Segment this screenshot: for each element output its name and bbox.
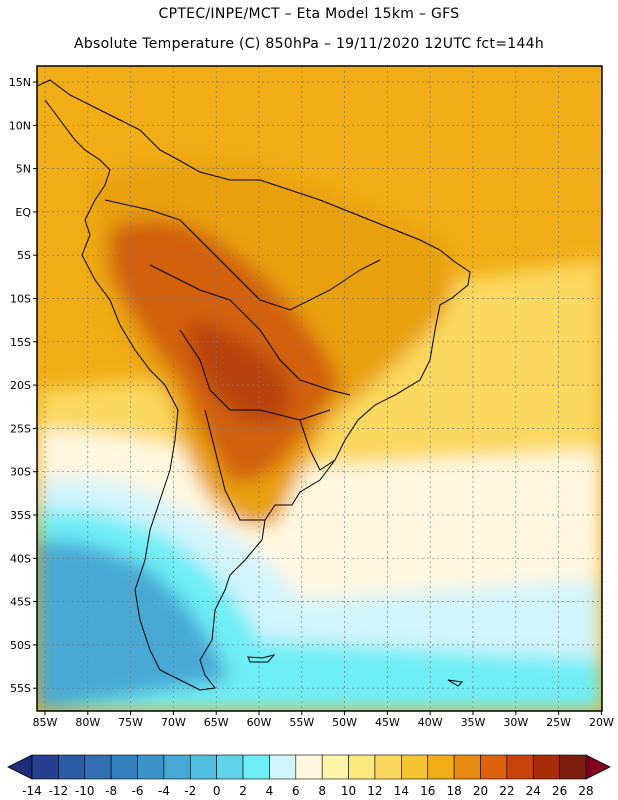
border-central — [149, 264, 351, 396]
colorbar-label: 18 — [446, 784, 461, 798]
colorbar-swatch — [348, 754, 376, 780]
border-north — [104, 199, 381, 311]
lat-tick-label: 30S — [10, 466, 31, 479]
colorbar-swatch — [216, 754, 244, 780]
colorbar-swatch — [242, 754, 270, 780]
colorbar-label: 26 — [552, 784, 567, 798]
south-georgia-coast — [447, 679, 464, 687]
graticule — [37, 66, 602, 711]
lon-tick-label: 80W — [75, 716, 100, 729]
colorbar-swatch — [506, 754, 534, 780]
falklands-coast — [247, 654, 276, 663]
lon-tick-label: 45W — [375, 716, 400, 729]
colorbar-label: 0 — [213, 784, 221, 798]
colorbar-swatch — [137, 754, 165, 780]
colorbar-label: 28 — [578, 784, 593, 798]
lat-tick-label: 55S — [10, 682, 31, 695]
colorbar-label: 22 — [499, 784, 514, 798]
colorbar-label: 6 — [292, 784, 300, 798]
colorbar-swatch — [559, 754, 587, 780]
colorbar-label: 24 — [526, 784, 541, 798]
colorbar-label: -4 — [158, 784, 170, 798]
lat-tick-label: 10N — [9, 119, 31, 132]
colorbar-label: 20 — [473, 784, 488, 798]
map-frame — [36, 65, 603, 712]
south-america-coast — [37, 79, 471, 691]
colorbar: -14 -12 -10 -8 -6 -4 -2 0 2 4 6 8 10 12 14 16 18 20 22 24 26… — [7, 754, 611, 798]
colorbar-label: 10 — [341, 784, 356, 798]
colorbar-label: 8 — [318, 784, 326, 798]
colorbar-label: 14 — [394, 784, 409, 798]
lat-tick-label: EQ — [15, 206, 31, 219]
lat-tick-label: 45S — [10, 596, 31, 609]
colorbar-swatch — [269, 754, 297, 780]
border-uruguay — [299, 419, 336, 471]
lat-tick-label: 15S — [10, 336, 31, 349]
colorbar-label: -2 — [184, 784, 196, 798]
lon-tick-label: 35W — [461, 716, 486, 729]
latitude-axis: 15N 10N 5N EQ 5S 10S 15S 20S 25S 30S 35S 40S 45S 50S 5… — [9, 76, 37, 695]
colorbar-label: -6 — [132, 784, 144, 798]
lon-tick-label: 70W — [161, 716, 186, 729]
map-title-line2: Absolute Temperature (C) 850hPa – 19/11/… — [73, 36, 545, 52]
lon-tick-label: 85W — [33, 716, 58, 729]
colorbar-swatch — [532, 754, 560, 780]
colorbar-label: 2 — [239, 784, 247, 798]
lat-tick-label: 15N — [9, 76, 31, 89]
lon-tick-label: 20W — [589, 716, 614, 729]
longitude-axis: 85W 80W 75W 70W 65W 60W 55W 50W 45W 40W 35W 30W 25W 2… — [33, 711, 614, 729]
lat-tick-label: 25S — [10, 422, 31, 435]
lon-tick-label: 55W — [289, 716, 314, 729]
lat-tick-label: 5N — [16, 163, 31, 176]
colorbar-swatch — [58, 754, 86, 780]
lat-tick-label: 50S — [10, 639, 31, 652]
colorbar-left-arrow — [7, 754, 33, 780]
colorbar-label: -12 — [49, 784, 69, 798]
lat-tick-label: 5S — [17, 249, 31, 262]
lon-tick-label: 75W — [118, 716, 143, 729]
lat-tick-label: 10S — [10, 293, 31, 306]
colorbar-label: 4 — [266, 784, 274, 798]
border-argentina — [204, 409, 265, 521]
colorbar-swatch — [295, 754, 323, 780]
lat-tick-label: 40S — [10, 552, 31, 565]
colorbar-swatch — [374, 754, 402, 780]
colorbar-label: 12 — [367, 784, 382, 798]
lat-tick-label: 20S — [10, 379, 31, 392]
field-deep-blue — [37, 540, 230, 711]
colorbar-swatch — [401, 754, 429, 780]
lon-tick-label: 60W — [247, 716, 272, 729]
colorbar-swatch — [31, 754, 59, 780]
coastlines — [37, 79, 471, 691]
field-hot-core — [190, 320, 290, 423]
lon-tick-label: 25W — [546, 716, 571, 729]
lon-tick-label: 65W — [204, 716, 229, 729]
lon-tick-label: 40W — [418, 716, 443, 729]
colorbar-swatch — [321, 754, 349, 780]
colorbar-right-arrow — [585, 754, 611, 780]
lat-tick-label: 35S — [10, 509, 31, 522]
colorbar-label: -10 — [75, 784, 95, 798]
colorbar-swatch — [110, 754, 138, 780]
colorbar-label: -14 — [22, 784, 42, 798]
map-title-line1: CPTEC/INPE/MCT – Eta Model 15km – GFS — [158, 6, 460, 22]
lon-tick-label: 30W — [503, 716, 528, 729]
colorbar-label: -8 — [105, 784, 117, 798]
colorbar-swatch — [189, 754, 217, 780]
colorbar-swatch — [163, 754, 191, 780]
colorbar-swatch — [480, 754, 508, 780]
lon-tick-label: 50W — [332, 716, 357, 729]
colorbar-swatch — [427, 754, 455, 780]
colorbar-swatch — [84, 754, 112, 780]
temperature-field — [37, 66, 602, 711]
colorbar-swatch — [453, 754, 481, 780]
colorbar-label: 16 — [420, 784, 435, 798]
